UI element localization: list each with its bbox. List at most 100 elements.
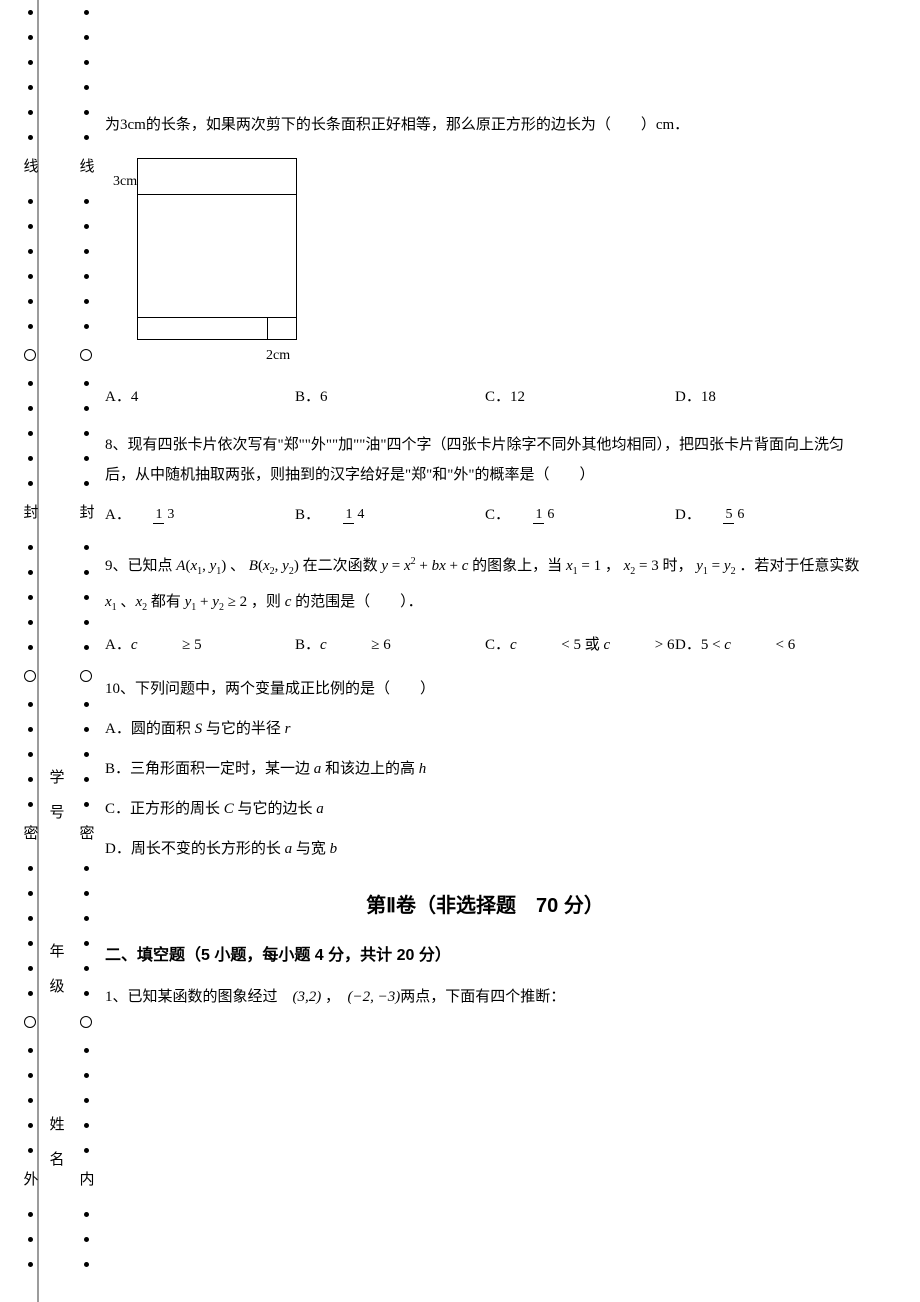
- dot-icon: [28, 595, 33, 600]
- math: bx: [432, 558, 446, 574]
- fraction-den: 3: [164, 507, 176, 522]
- q7-opt-a: A．4: [105, 382, 295, 412]
- sub: 2: [142, 602, 147, 613]
- text: 的范围是（ ）．: [295, 594, 423, 610]
- field-id: 学 号: [46, 769, 67, 827]
- dot-icon: [28, 1098, 33, 1103]
- dot-icon: [28, 35, 33, 40]
- dot-icon: [84, 249, 89, 254]
- dot-icon: [84, 274, 89, 279]
- margin-label-xian: 线: [20, 158, 41, 181]
- dot-icon: [28, 1262, 33, 1267]
- fraction-num: 5: [723, 507, 735, 523]
- sub: 2: [270, 566, 275, 577]
- field-name: 姓 名: [46, 1116, 67, 1174]
- q7-options: A．4 B．6 C．12 D．18: [105, 382, 865, 412]
- dot-icon: [28, 381, 33, 386]
- math: S: [195, 721, 203, 737]
- dot-icon: [28, 702, 33, 707]
- dot-icon: [84, 966, 89, 971]
- dot-icon: [28, 752, 33, 757]
- q8-options: A．13 B．14 C．16 D．56: [105, 500, 865, 530]
- math: a: [316, 801, 324, 817]
- dot-icon: [84, 941, 89, 946]
- q7-diagram: 3cm 2cm: [113, 150, 323, 370]
- dot-icon: [28, 324, 33, 329]
- dot-icon: [84, 777, 89, 782]
- margin-label-wai: 外: [20, 1171, 41, 1194]
- text: 、: [230, 558, 245, 574]
- sub: 1: [216, 566, 221, 577]
- main-content: 为3cm的长条，如果两次剪下的长条面积正好相等，那么原正方形的边长为（ ）cm．…: [105, 0, 895, 1022]
- label-3cm: 3cm: [113, 168, 137, 196]
- sup: 2: [411, 556, 416, 567]
- q10-opt-c: C．正方形的周长 C 与它的边长 a: [105, 794, 865, 824]
- dot-icon: [84, 60, 89, 65]
- text: ，则: [251, 594, 281, 610]
- dot-icon: [84, 1212, 89, 1217]
- sub: 1: [112, 602, 117, 613]
- q9-opt-d: D．5 < c < 6: [675, 630, 865, 660]
- text: 在二次函数: [303, 558, 378, 574]
- dot-icon: [28, 727, 33, 732]
- math: c: [285, 594, 295, 610]
- dot-icon: [84, 1048, 89, 1053]
- dot-icon: [84, 752, 89, 757]
- text: 1、已知某函数的图象经过: [105, 989, 293, 1005]
- math: x: [263, 558, 270, 574]
- dot-icon: [84, 1237, 89, 1242]
- math: y: [381, 558, 388, 574]
- dot-icon: [84, 702, 89, 707]
- q7-opt-b: B．6: [295, 382, 485, 412]
- dot-icon: [84, 1098, 89, 1103]
- dot-icon: [28, 60, 33, 65]
- field-column: 姓 名 年 级 学 号: [42, 0, 70, 1302]
- circle-icon: [24, 349, 36, 361]
- math: c: [131, 630, 179, 660]
- fraction: 56: [723, 507, 771, 523]
- dot-icon: [28, 645, 33, 650]
- margin-label-feng: 封: [76, 504, 97, 527]
- dot-icon: [84, 727, 89, 732]
- dot-icon: [84, 10, 89, 15]
- dot-icon: [28, 456, 33, 461]
- fraction-den: 6: [734, 507, 746, 522]
- q10-opt-a: A．圆的面积 S 与它的半径 r: [105, 714, 865, 744]
- margin-label-feng: 封: [20, 504, 41, 527]
- dot-icon: [84, 620, 89, 625]
- text: ，: [321, 989, 347, 1005]
- math: h: [419, 761, 427, 777]
- text: 的图象上，当: [472, 558, 562, 574]
- inner-margin-column: 线 封 密 内: [74, 0, 98, 1302]
- opt-prefix: A．: [105, 500, 153, 530]
- dot-icon: [28, 802, 33, 807]
- dot-icon: [28, 545, 33, 550]
- math: x: [566, 558, 573, 574]
- text: 两点，下面有四个推断：: [400, 989, 565, 1005]
- fraction-den: 6: [544, 507, 556, 522]
- dot-icon: [84, 224, 89, 229]
- opt-prefix: D．: [675, 500, 723, 530]
- dot-icon: [28, 431, 33, 436]
- q7-stem: 为3cm的长条，如果两次剪下的长条面积正好相等，那么原正方形的边长为（ ）cm．: [105, 110, 865, 140]
- dot-icon: [84, 802, 89, 807]
- dot-icon: [28, 1073, 33, 1078]
- math: c: [320, 630, 368, 660]
- dot-icon: [28, 135, 33, 140]
- q8-stem: 8、现有四张卡片依次写有"郑""外""加""油"四个字（四张卡片除字不同外其他均…: [105, 430, 865, 490]
- text: 9、已知点: [105, 558, 173, 574]
- math-point-b: B: [249, 558, 258, 574]
- q10-stem: 10、下列问题中，两个变量成正比例的是（ ）: [105, 674, 865, 704]
- section2-title: 第Ⅱ卷（非选择题 70 分）: [105, 886, 865, 926]
- dot-icon: [84, 199, 89, 204]
- text: ，: [605, 558, 620, 574]
- dot-icon: [28, 891, 33, 896]
- q10-opt-b: B．三角形面积一定时，某一边 a 和该边上的高 h: [105, 754, 865, 784]
- fraction-num: 1: [343, 507, 355, 523]
- dot-icon: [84, 110, 89, 115]
- fill-title: 二、填空题（5 小题，每小题 4 分，共计 20 分）: [105, 940, 865, 972]
- dot-icon: [84, 595, 89, 600]
- dot-icon: [84, 1123, 89, 1128]
- sub: 2: [289, 566, 294, 577]
- dot-icon: [84, 135, 89, 140]
